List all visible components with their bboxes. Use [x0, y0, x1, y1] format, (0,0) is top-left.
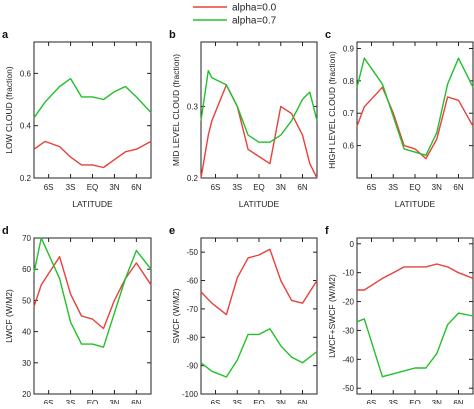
- x-tick-label: 3N: [276, 399, 286, 404]
- legend-label-alpha-0-0: alpha=0.0: [232, 3, 277, 14]
- x-tick-label: EQ: [87, 399, 99, 404]
- y-tick-label: -100: [182, 390, 199, 399]
- y-axis-label: HIGH LEVEL CLOUD (fraction): [327, 51, 337, 169]
- x-axis-label: LATITUDE: [72, 199, 113, 209]
- y-tick-label: -30: [342, 326, 354, 335]
- y-tick-label: 0.3: [187, 102, 199, 111]
- y-tick-label: 0: [350, 240, 355, 249]
- y-axis-label: LWCF+SWCF (W/M2): [327, 274, 337, 358]
- x-tick-label: 3N: [432, 399, 442, 404]
- panel-letter-a: a: [2, 29, 9, 41]
- y-tick-label: -60: [186, 277, 198, 286]
- y-tick-label: 0.7: [343, 109, 355, 118]
- series-line-alpha-0-7: [200, 69, 318, 143]
- x-tick-label: 6N: [131, 183, 141, 192]
- y-tick-label: -50: [342, 384, 354, 393]
- y-tick-label: -70: [186, 305, 198, 314]
- x-tick-label: 3N: [432, 183, 442, 192]
- y-tick-label: 0.2: [20, 174, 32, 183]
- series-line-alpha-0-0: [356, 86, 474, 160]
- x-tick-label: 3S: [66, 183, 76, 192]
- panel-letter-e: e: [169, 225, 175, 237]
- plot-frame: [356, 41, 474, 179]
- y-tick-label: -10: [342, 269, 354, 278]
- x-tick-label: 6S: [367, 183, 377, 192]
- panel-letter-d: d: [2, 225, 9, 237]
- y-tick-label: 0.4: [20, 122, 32, 131]
- series-line-alpha-0-7: [33, 237, 152, 348]
- x-tick-label: 3S: [232, 399, 242, 404]
- y-tick-label: 20: [22, 390, 31, 399]
- series-line-alpha-0-0: [33, 256, 152, 330]
- panel-a: a 6S 3S EQ 3N 6N LATITUDE 0.2 0.4 0.6 LOW CLOUD (f…: [2, 29, 152, 209]
- x-tick-label: 6S: [211, 183, 221, 192]
- legend-label-alpha-0-7: alpha=0.7: [232, 16, 277, 27]
- panel-letter-f: f: [325, 225, 329, 237]
- plot-frame: [200, 41, 318, 179]
- y-tick-label: -90: [186, 362, 198, 371]
- y-tick-label: -80: [186, 333, 198, 342]
- x-tick-label: EQ: [409, 399, 421, 404]
- x-axis-label: LATITUDE: [239, 199, 280, 209]
- x-tick-label: 3S: [66, 399, 76, 404]
- y-tick-label: 0.9: [343, 44, 355, 53]
- y-tick-label: 0.2: [187, 174, 199, 183]
- x-tick-label: 6S: [367, 399, 377, 404]
- x-tick-label: 6S: [44, 183, 54, 192]
- y-axis-label: LWCF (W/M2): [4, 289, 14, 343]
- series-line-alpha-0-7: [356, 57, 474, 157]
- series-line-alpha-0-7: [356, 312, 474, 378]
- x-tick-label: EQ: [253, 183, 265, 192]
- panels: a 6S 3S EQ 3N 6N LATITUDE 0.2 0.4 0.6 LOW CLOUD (f…: [2, 29, 474, 408]
- y-axis-label: MID LEVEL CLOUD (fraction): [171, 54, 181, 166]
- y-tick-label: -40: [342, 355, 354, 364]
- panel-b: b 6S 3S EQ 3N 6N LATITUDE 0.2 0.3 MID LEVEL CLOUD…: [169, 29, 318, 209]
- y-tick-label: 0.6: [20, 69, 32, 78]
- y-tick-label: 50: [22, 296, 31, 305]
- x-tick-label: 6N: [297, 183, 307, 192]
- y-tick-label: 30: [22, 359, 31, 368]
- x-tick-label: 6S: [44, 399, 54, 404]
- x-tick-label: 3S: [232, 183, 242, 192]
- series-line-alpha-0-0: [200, 84, 318, 179]
- panel-f: f6S3SEQ3N6NLATITUDE-50-40-30-20-100LWCF+…: [325, 225, 474, 408]
- y-tick-label: 40: [22, 328, 31, 337]
- y-axis-label: LOW CLOUD (fraction): [4, 66, 14, 154]
- y-axis-label: SWCF (W/M2): [171, 288, 181, 343]
- x-tick-label: 3N: [276, 183, 286, 192]
- x-tick-label: EQ: [409, 183, 421, 192]
- legend: alpha=0.0 alpha=0.7: [193, 3, 277, 27]
- series-line-alpha-0-7: [200, 328, 318, 378]
- y-tick-label: -50: [186, 248, 198, 257]
- x-tick-label: 6N: [131, 399, 141, 404]
- plot-frame: [200, 237, 318, 395]
- y-tick-label: -20: [342, 298, 354, 307]
- series-line-alpha-0-0: [200, 248, 318, 316]
- x-tick-label: 3N: [109, 399, 119, 404]
- series-line-alpha-0-0: [33, 140, 152, 169]
- panel-letter-c: c: [325, 29, 331, 41]
- x-tick-label: 6N: [453, 399, 463, 404]
- plot-frame: [33, 41, 152, 179]
- x-tick-label: EQ: [253, 399, 265, 404]
- x-tick-label: 6N: [453, 183, 463, 192]
- panel-d: d6S3SEQ3N6NLATITUDE203040506070LWCF (W/M…: [2, 225, 152, 408]
- x-tick-label: 6S: [211, 399, 221, 404]
- x-tick-label: 3N: [109, 183, 119, 192]
- x-tick-label: 3S: [388, 399, 398, 404]
- x-tick-label: 6N: [297, 399, 307, 404]
- panel-letter-b: b: [169, 29, 176, 41]
- series-line-alpha-0-7: [33, 77, 152, 119]
- y-tick-label: 60: [22, 265, 31, 274]
- panel-c: c 6S 3S EQ 3N 6N LATITUDE 0.6 0.7 0.8 0.9 HIGH LEVE…: [325, 29, 474, 209]
- y-tick-label: 0.6: [343, 142, 355, 151]
- x-tick-label: 3S: [388, 183, 398, 192]
- y-tick-label: 0.8: [343, 77, 355, 86]
- x-tick-label: EQ: [87, 183, 99, 192]
- panel-e: e6S3SEQ3N6NLATITUDE-100-90-80-70-60-50SW…: [169, 225, 318, 408]
- x-axis-label: LATITUDE: [395, 199, 436, 209]
- y-tick-label: 70: [22, 234, 31, 243]
- series-line-alpha-0-0: [357, 263, 474, 291]
